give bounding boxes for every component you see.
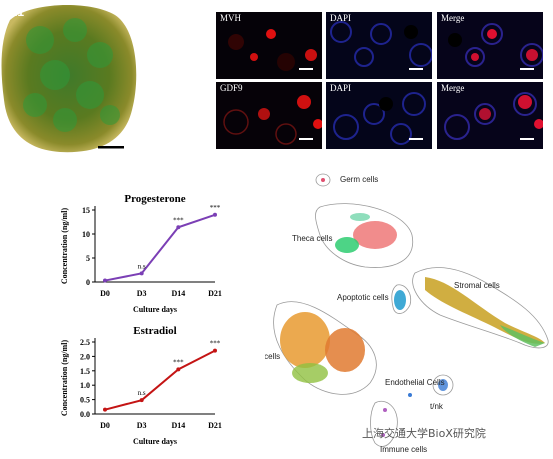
if-panel-merge-2: Merge — [437, 82, 543, 149]
x-tick-label: D14 — [171, 421, 185, 430]
channel-label: MVH — [220, 13, 242, 23]
y-tick-label: 0.5 — [80, 396, 90, 405]
stromal-outline — [412, 267, 549, 349]
y-tick-label: 1.0 — [80, 381, 90, 390]
significance-label: *** — [173, 216, 184, 224]
y-tick-label: 5 — [86, 254, 90, 263]
data-point — [213, 212, 217, 217]
channel-label: GDF9 — [220, 83, 243, 93]
x-tick-label: D0 — [100, 289, 110, 298]
x-axis-label: Culture days — [133, 437, 177, 446]
x-tick-label: D3 — [137, 421, 147, 430]
scale-bar — [299, 138, 313, 140]
data-point — [176, 367, 181, 372]
panel-label: D21 — [2, 5, 25, 19]
data-point — [176, 225, 181, 230]
immune-outline — [370, 401, 398, 447]
cluster-label-germ: Germ cells — [340, 175, 378, 184]
scale-bar — [299, 68, 313, 70]
data-point — [103, 278, 107, 283]
chart-title: Progesterone — [124, 193, 185, 205]
data-point — [213, 348, 217, 353]
channel-label: Merge — [441, 83, 465, 93]
y-axis-label: Concentration (ng/ml) — [60, 340, 69, 417]
if-image — [216, 82, 322, 149]
chart-title: Estradiol — [133, 325, 176, 337]
x-tick-label: D3 — [137, 289, 147, 298]
progesterone-chart: Progesterone 0 5 10 15 D0 D3 D14 D21 Culture days… — [60, 193, 222, 314]
if-image — [437, 82, 543, 149]
cluster-label-granulosa: Granulosa cells — [265, 352, 280, 361]
if-image — [437, 12, 543, 79]
y-tick-label: 0 — [86, 278, 90, 287]
series-line — [104, 349, 216, 411]
x-tick-label: D21 — [208, 421, 222, 430]
if-image — [216, 12, 322, 79]
organoid-image: D21 — [0, 0, 140, 156]
channel-label: Merge — [441, 13, 465, 23]
significance-label: *** — [210, 340, 221, 348]
scale-bar — [520, 138, 534, 140]
cluster-label-endothelial: Endothelial Cells — [385, 378, 445, 387]
cluster-label-stromal: Stromal cells — [454, 281, 500, 290]
series-line — [104, 213, 216, 282]
x-tick-label: D14 — [171, 289, 185, 298]
scale-bar — [409, 138, 423, 140]
y-axis-label: Concentration (ng/ml) — [60, 208, 69, 285]
y-tick-label: 10 — [82, 230, 90, 239]
if-panel-dapi-1: DAPI — [326, 12, 432, 79]
watermark: 上海交通大学BioX研究院 — [362, 427, 486, 440]
channel-label: DAPI — [330, 83, 352, 93]
y-tick-label: 2.0 — [80, 352, 90, 361]
significance-label: *** — [173, 358, 184, 366]
if-panel-dapi-2: DAPI — [326, 82, 432, 149]
if-panel-merge-1: Merge — [437, 12, 543, 79]
umap-points — [280, 178, 545, 437]
x-tick-label: D21 — [208, 289, 222, 298]
significance-label: *** — [210, 204, 221, 212]
x-tick-label: D0 — [100, 421, 110, 430]
if-panel-gdf9: GDF9 — [216, 82, 322, 149]
theca-outline — [315, 203, 414, 268]
scale-bar — [409, 68, 423, 70]
cluster-label-tnk: t/nk — [430, 402, 444, 411]
germ-outline — [315, 173, 331, 187]
channel-label: DAPI — [330, 13, 352, 23]
scale-bar — [520, 68, 534, 70]
significance-label: n.s — [138, 389, 146, 397]
cluster-label-apoptotic: Apoptotic cells — [337, 293, 389, 302]
granulosa-outline — [273, 301, 377, 395]
cluster-label-theca: Theca cells — [292, 234, 332, 243]
data-point — [103, 407, 107, 412]
y-tick-label: 15 — [82, 206, 90, 215]
y-tick-label: 1.5 — [80, 367, 90, 376]
significance-label: n.s — [138, 262, 146, 270]
cluster-label-immune: Immune cells — [380, 445, 427, 454]
apoptotic-outline — [391, 284, 412, 314]
umap-plot: Germ cells Theca cells Stromal cells Apo… — [265, 173, 549, 454]
organoid-drawing — [1, 4, 137, 153]
endothelial-outline — [432, 374, 454, 396]
if-image — [326, 82, 432, 149]
x-axis-label: Culture days — [133, 305, 177, 314]
y-tick-label: 0.0 — [80, 410, 90, 419]
data-point — [139, 398, 144, 403]
if-image — [326, 12, 432, 79]
if-panel-mvh: MVH — [216, 12, 322, 79]
y-tick-label: 2.5 — [80, 338, 90, 347]
estradiol-chart: Estradiol 0.0 0.5 1.0 1.5 2.0 2.5 D0 D3 D14 D21 Cul… — [60, 325, 222, 446]
data-point — [139, 271, 144, 276]
